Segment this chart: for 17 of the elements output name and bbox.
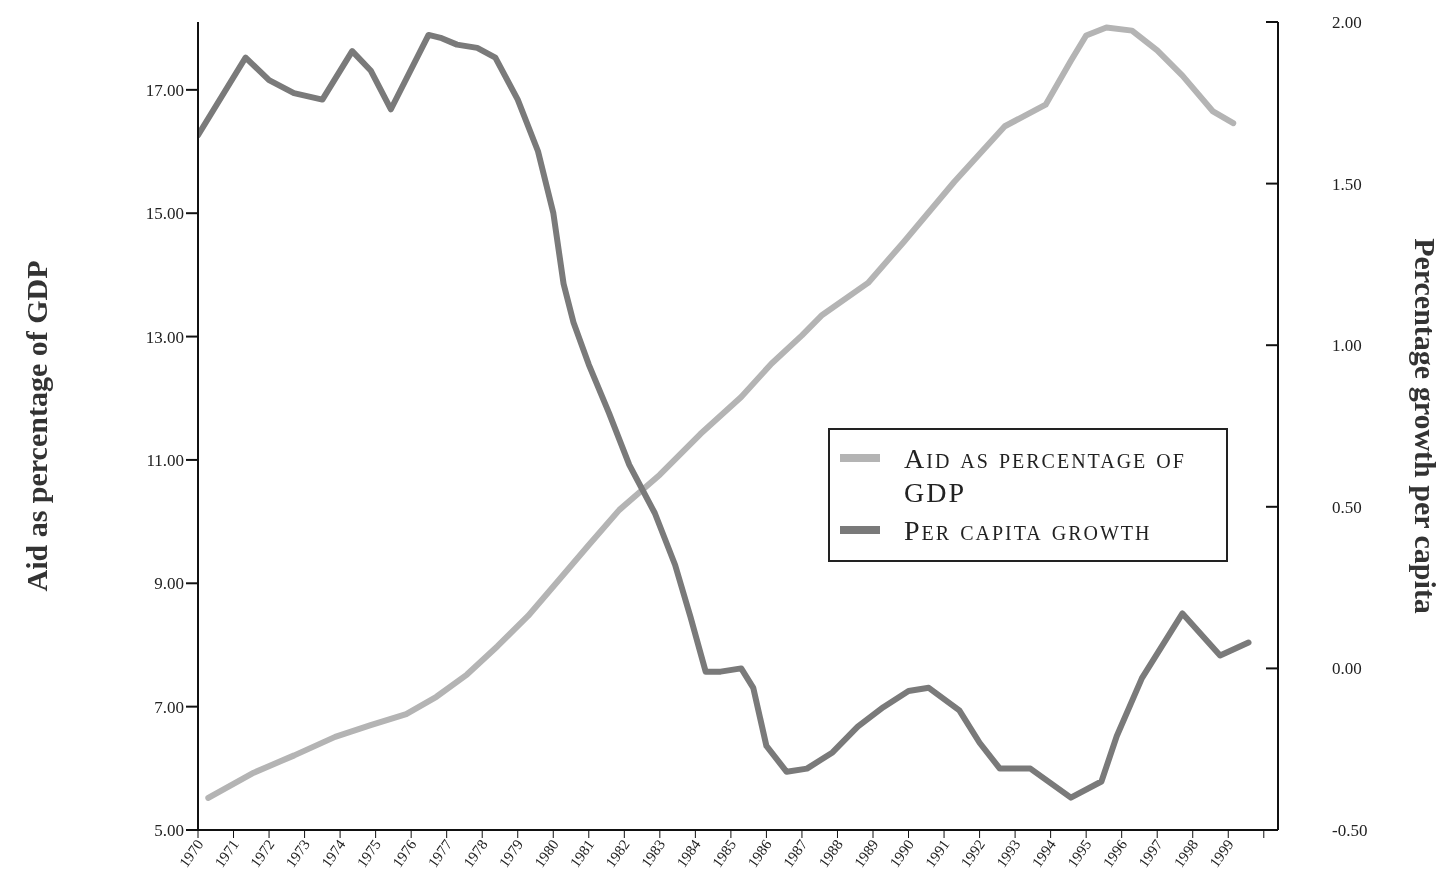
y2-tick-label: 0.50 (1332, 497, 1362, 517)
legend-label: Per capita growth (904, 514, 1152, 548)
y2-tick-label: 1.00 (1332, 336, 1362, 356)
legend-label: Aid as percentage of GDP (904, 442, 1187, 510)
y2-tick-label: 2.00 (1332, 13, 1362, 33)
y-tick-label: 15.00 (145, 204, 184, 224)
y-tick-label: 7.00 (154, 697, 184, 717)
y2-tick-label: 0.00 (1332, 659, 1362, 679)
y-tick-label: 17.00 (145, 80, 184, 100)
y-axis-title: Aid as percentage of GDP (19, 260, 53, 592)
y-tick-label: 11.00 (146, 450, 184, 470)
y2-tick-label: 1.50 (1332, 174, 1362, 194)
y-tick-label: 5.00 (154, 821, 184, 841)
y2-tick-label: -0.50 (1332, 821, 1368, 841)
y-tick-label: 13.00 (145, 327, 184, 347)
y2-axis-title: Percentage growth per capita (1409, 238, 1443, 614)
y-tick-label: 9.00 (154, 574, 184, 594)
